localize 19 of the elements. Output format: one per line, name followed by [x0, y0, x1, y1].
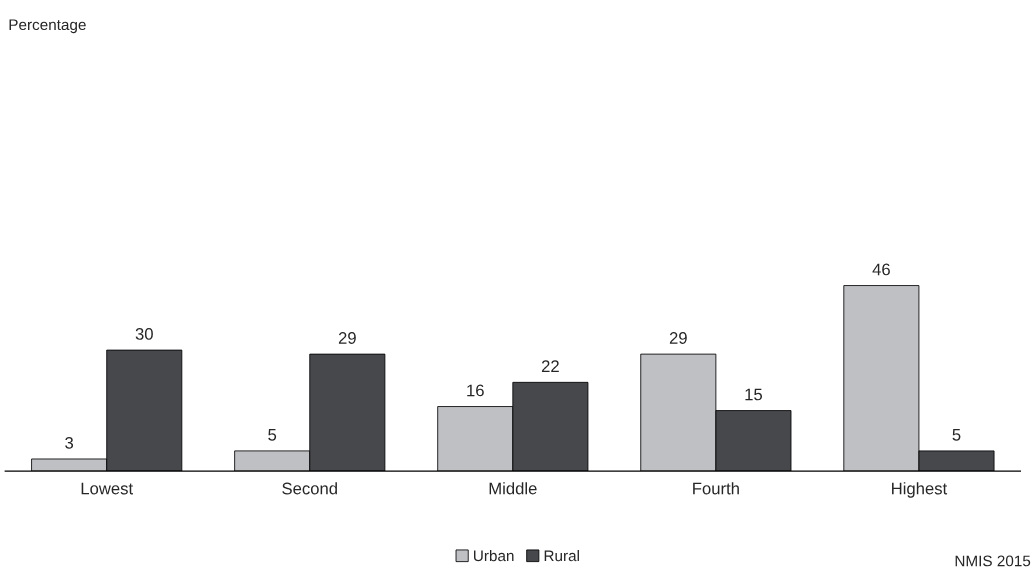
x-tick-label: Fourth: [693, 482, 739, 495]
x-tick-label: Lowest: [81, 482, 133, 495]
data-label: 22: [541, 360, 559, 372]
data-label: 29: [669, 332, 687, 344]
data-label: 5: [952, 429, 961, 441]
data-label: 15: [745, 388, 763, 401]
x-tick-label: Middle: [489, 482, 537, 495]
data-label: 46: [872, 263, 890, 276]
data-label: 3: [65, 436, 74, 449]
text: Percentage: [9, 19, 86, 34]
x-tick-label: Second: [282, 482, 337, 495]
legend-label: Rural: [544, 550, 579, 562]
legend-label: Urban: [474, 550, 514, 562]
text: NMIS 2015: [955, 555, 1031, 567]
data-label: 30: [135, 328, 153, 340]
data-label: 29: [338, 332, 356, 344]
data-label: 16: [467, 384, 484, 397]
x-tick-label: Highest: [892, 482, 948, 498]
data-label: 5: [268, 429, 277, 441]
